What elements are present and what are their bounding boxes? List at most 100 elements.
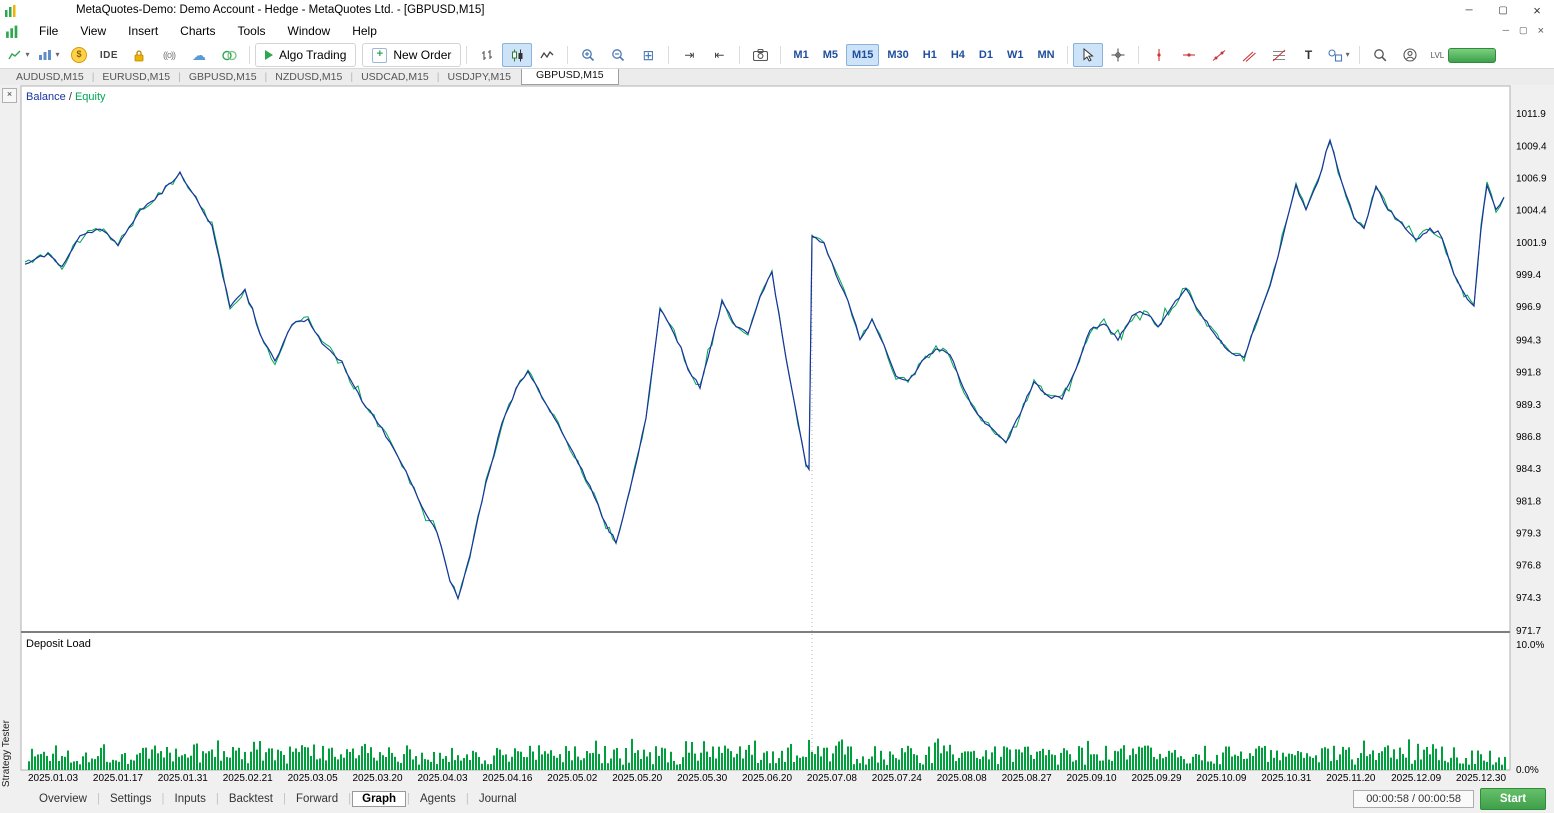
tester-graph[interactable]: 1011.91009.41006.91004.41001.9999.4996.9… xyxy=(18,84,1554,786)
fibonacci-button[interactable] xyxy=(1264,43,1294,67)
child-close-icon[interactable]: × xyxy=(1538,25,1544,37)
child-minimize-icon[interactable]: ─ xyxy=(1503,25,1509,37)
candlestick-icon xyxy=(511,49,524,62)
cloud-button[interactable]: ☁ xyxy=(184,43,214,67)
tester-tab-overview[interactable]: Overview xyxy=(30,791,96,807)
cursor-button[interactable] xyxy=(1073,43,1103,67)
new-order-button[interactable]: + New Order xyxy=(362,43,461,67)
bars-icon xyxy=(481,49,494,62)
menu-window[interactable]: Window xyxy=(277,20,342,42)
market-watch-button[interactable]: $ xyxy=(64,43,94,67)
candles-mode-button[interactable] xyxy=(502,43,532,67)
chart-tab[interactable]: NZDUSD,M15 xyxy=(273,71,344,83)
tester-tab-settings[interactable]: Settings xyxy=(101,791,161,807)
chart-tab[interactable]: GBPUSD,M15 xyxy=(187,71,259,83)
x-tick-label: 2025.01.17 xyxy=(93,773,143,784)
chart-tab[interactable]: USDJPY,M15 xyxy=(446,71,513,83)
tester-tab-forward[interactable]: Forward xyxy=(287,791,347,807)
text-tool-button[interactable]: T xyxy=(1294,43,1324,67)
trendline-button[interactable] xyxy=(1204,43,1234,67)
tester-close-icon[interactable]: × xyxy=(2,88,17,103)
objects-button[interactable]: ▾ xyxy=(1324,43,1354,67)
new-order-label: New Order xyxy=(393,48,451,62)
y-tick-label: 986.8 xyxy=(1516,432,1541,443)
toolbar-separator xyxy=(249,46,250,64)
timeframe-m15-button[interactable]: M15 xyxy=(846,44,879,66)
chart-tab[interactable]: AUDUSD,M15 xyxy=(14,71,86,83)
menu-help[interactable]: Help xyxy=(341,20,388,42)
toolbar-separator xyxy=(1067,46,1068,64)
timeframe-m5-button[interactable]: M5 xyxy=(817,44,844,66)
tester-tab-inputs[interactable]: Inputs xyxy=(166,791,215,807)
timeframe-h4-button[interactable]: H4 xyxy=(945,44,971,66)
chart-tab[interactable]: USDCAD,M15 xyxy=(359,71,431,83)
tester-tabs: Overview|Settings|Inputs|Backtest|Forwar… xyxy=(30,791,526,807)
maximize-icon[interactable]: ▢ xyxy=(1486,0,1520,20)
timeframe-m1-button[interactable]: M1 xyxy=(787,44,814,66)
legend-balance[interactable]: Balance xyxy=(26,91,66,103)
close-icon[interactable]: × xyxy=(1520,0,1554,20)
x-tick-label: 2025.06.20 xyxy=(742,773,792,784)
tester-tab-backtest[interactable]: Backtest xyxy=(220,791,282,807)
x-tick-label: 2025.05.20 xyxy=(612,773,662,784)
menu-tools[interactable]: Tools xyxy=(227,20,277,42)
y-tick-label: 984.3 xyxy=(1516,464,1541,475)
tester-tab-graph[interactable]: Graph xyxy=(352,791,406,807)
chart-tab[interactable]: EURUSD,M15 xyxy=(100,71,172,83)
timeframe-mn-button[interactable]: MN xyxy=(1031,44,1060,66)
y-tick-label: 981.8 xyxy=(1516,496,1541,507)
timeframe-buttons: M1M5M15M30H1H4D1W1MN xyxy=(786,44,1061,66)
timeframe-w1-button[interactable]: W1 xyxy=(1001,44,1030,66)
legend-equity[interactable]: Equity xyxy=(75,91,106,103)
auto-scroll-button[interactable]: ⇥ xyxy=(674,43,704,67)
bars-mode-button[interactable] xyxy=(472,43,502,67)
zoom-in-button[interactable] xyxy=(573,43,603,67)
elapsed-time: 00:00:58 / 00:00:58 xyxy=(1353,790,1474,808)
start-button[interactable]: Start xyxy=(1480,788,1546,810)
tester-tab-agents[interactable]: Agents xyxy=(411,791,465,807)
zoom-out-button[interactable] xyxy=(603,43,633,67)
timeframe-h1-button[interactable]: H1 xyxy=(917,44,943,66)
signals-button[interactable]: ((o)) xyxy=(154,43,184,67)
timeframe-m30-button[interactable]: M30 xyxy=(881,44,914,66)
account-button[interactable] xyxy=(1395,43,1425,67)
crosshair-button[interactable] xyxy=(1103,43,1133,67)
minimize-icon[interactable]: ─ xyxy=(1452,0,1486,20)
x-tick-label: 2025.02.21 xyxy=(223,773,273,784)
new-chart-button[interactable]: ▾ xyxy=(4,43,34,67)
y-tick-label: 1009.4 xyxy=(1516,141,1547,152)
menu-file[interactable]: File xyxy=(28,20,69,42)
window-title: MetaQuotes-Demo: Demo Account - Hedge - … xyxy=(76,4,484,16)
chart-shift-button[interactable]: ⇤ xyxy=(704,43,734,67)
child-restore-icon[interactable]: ▢ xyxy=(1519,25,1528,37)
y-tick-label: 1006.9 xyxy=(1516,174,1547,185)
chevron-down-icon: ▾ xyxy=(55,51,59,59)
channel-button[interactable] xyxy=(1234,43,1264,67)
line-mode-icon xyxy=(540,49,554,61)
search-button[interactable] xyxy=(1365,43,1395,67)
algo-trading-button[interactable]: Algo Trading xyxy=(255,43,356,67)
grid-button[interactable]: ⊞ xyxy=(633,43,663,67)
menu-bar: FileViewInsertChartsToolsWindowHelp ─ ▢ … xyxy=(0,20,1554,42)
y-tick-label: 1011.9 xyxy=(1516,109,1546,120)
auto-scroll-icon: ⇥ xyxy=(684,49,694,61)
connection-bar-icon xyxy=(1448,48,1496,63)
horizontal-line-button[interactable] xyxy=(1174,43,1204,67)
menu-view[interactable]: View xyxy=(69,20,117,42)
timeframe-d1-button[interactable]: D1 xyxy=(973,44,999,66)
bar-chart-icon xyxy=(38,49,52,61)
vertical-line-button[interactable] xyxy=(1144,43,1174,67)
y-tick-label: 996.9 xyxy=(1516,302,1541,313)
lock-button[interactable] xyxy=(124,43,154,67)
tester-tab-journal[interactable]: Journal xyxy=(470,791,526,807)
community-button[interactable] xyxy=(214,43,244,67)
line-mode-button[interactable] xyxy=(532,43,562,67)
screenshot-button[interactable] xyxy=(745,43,775,67)
menu-items: FileViewInsertChartsToolsWindowHelp xyxy=(28,20,388,42)
connection-level[interactable]: LVL xyxy=(1431,48,1497,63)
ide-button[interactable]: IDE xyxy=(94,43,124,67)
profiles-button[interactable]: ▾ xyxy=(34,43,64,67)
dollar-icon: $ xyxy=(71,47,87,63)
menu-charts[interactable]: Charts xyxy=(169,20,226,42)
menu-insert[interactable]: Insert xyxy=(117,20,169,42)
